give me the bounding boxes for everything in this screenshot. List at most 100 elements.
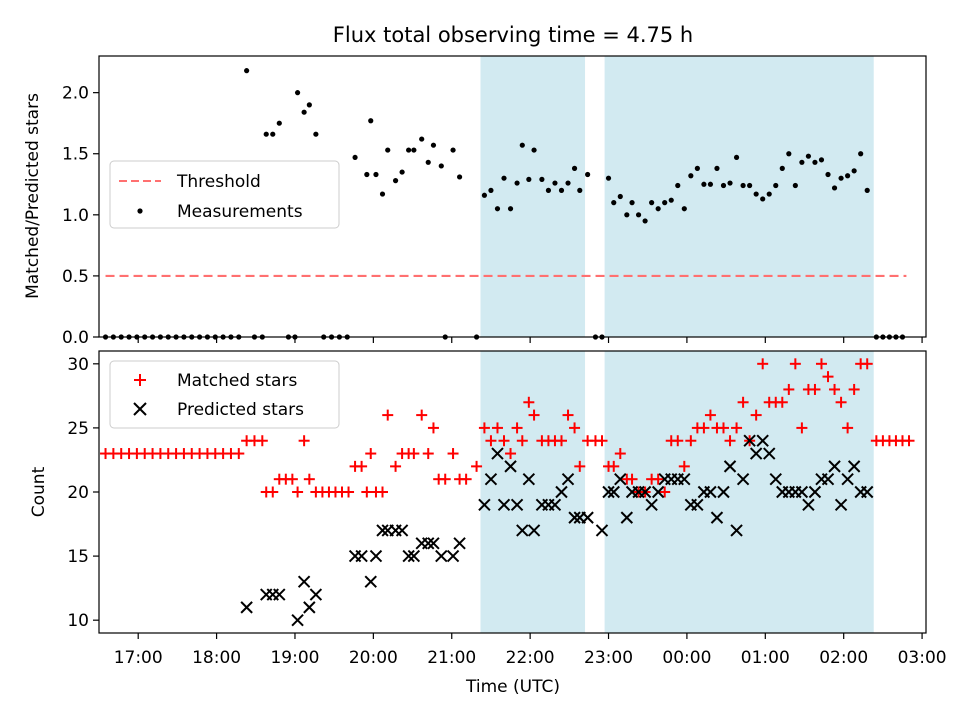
matched-star-point xyxy=(390,460,402,472)
measurement-point xyxy=(276,120,282,126)
predicted-star-point xyxy=(743,434,756,447)
matched-star-point xyxy=(737,396,749,408)
matched-star-point xyxy=(861,358,873,370)
measurement-point xyxy=(481,192,488,198)
predicted-star-point xyxy=(678,472,691,486)
predicted-star-point xyxy=(497,498,511,512)
measurement-point xyxy=(263,131,269,137)
measurement-point xyxy=(701,181,707,187)
count-legend-box xyxy=(109,360,340,429)
predicted-star-point xyxy=(303,601,316,614)
matched-star-point xyxy=(672,435,684,447)
predicted-star-point xyxy=(240,601,253,614)
measurement-point xyxy=(352,154,358,161)
predicted-star-point xyxy=(614,472,627,486)
measurement-point xyxy=(507,206,514,212)
measurement-point xyxy=(450,147,456,153)
measurement-point xyxy=(688,173,694,179)
observing-window-2 xyxy=(604,56,874,337)
matched-star-point xyxy=(267,486,279,498)
matched-star-point xyxy=(698,422,710,434)
measurement-point xyxy=(571,165,578,171)
y-tick-label: 0.0 xyxy=(62,328,89,348)
predicted-star-point xyxy=(355,549,368,563)
legend-matched-label: Matched stars xyxy=(177,371,297,391)
matched-star-point xyxy=(439,473,451,485)
measurement-point xyxy=(714,165,720,171)
measurement-point xyxy=(786,151,792,157)
measurement-point xyxy=(799,159,805,165)
predicted-star-point xyxy=(527,524,541,537)
measurement-point xyxy=(270,131,276,137)
predicted-star-point xyxy=(581,511,594,524)
measurement-point xyxy=(519,142,525,148)
measurement-point xyxy=(368,118,374,124)
measurement-point xyxy=(681,206,687,212)
measurement-point xyxy=(740,182,746,189)
measurement-point xyxy=(760,196,766,202)
x-tick-label: 03:00 xyxy=(898,648,947,668)
predicted-star-point xyxy=(607,485,620,499)
measurement-point xyxy=(364,171,370,178)
measurement-point xyxy=(655,206,661,212)
predicted-star-point xyxy=(427,537,440,550)
matched-star-point xyxy=(835,396,847,408)
legend-matched-swatch xyxy=(134,374,146,386)
measurement-point xyxy=(514,180,520,186)
predicted-star-point xyxy=(691,498,704,512)
count-legend: Matched stars Predicted stars xyxy=(109,360,340,429)
measurement-point xyxy=(624,212,630,218)
predicted-star-point xyxy=(828,460,841,473)
predicted-star-point xyxy=(395,524,409,537)
predicted-star-point xyxy=(717,485,730,499)
ratio-y-axis: 0.0 0.5 1.0 1.5 2.0 xyxy=(62,84,99,348)
matched-star-point xyxy=(422,448,434,460)
matched-star-point xyxy=(562,409,574,421)
matched-star-point xyxy=(783,383,795,395)
matched-star-point xyxy=(685,435,697,447)
matched-star-point xyxy=(460,473,472,485)
measurement-point xyxy=(501,175,507,181)
ratio-x-ticks xyxy=(137,337,923,343)
measurement-point xyxy=(379,191,386,197)
predicted-star-point xyxy=(273,588,286,601)
legend-predicted-label: Predicted stars xyxy=(177,400,304,420)
predicted-star-point xyxy=(638,485,652,499)
matched-star-point xyxy=(233,448,245,460)
predicted-star-point xyxy=(595,524,609,537)
measurement-point xyxy=(301,109,307,115)
measurement-point xyxy=(642,218,648,224)
predicted-star-point xyxy=(291,613,304,627)
measurement-point xyxy=(727,180,733,186)
measurement-point xyxy=(611,200,617,206)
legend-threshold-label: Threshold xyxy=(176,172,261,192)
y-tick-label: 20 xyxy=(67,483,89,503)
observing-window-1 xyxy=(480,56,586,337)
predicted-star-point xyxy=(710,511,724,524)
x-axis-label: Time (UTC) xyxy=(465,677,560,697)
matched-star-point xyxy=(822,371,834,383)
measurement-point xyxy=(851,168,857,174)
measurement-point xyxy=(845,173,851,179)
matched-star-point xyxy=(427,422,439,434)
predicted-star-point xyxy=(561,472,575,486)
matched-star-point xyxy=(750,409,762,421)
measurement-point xyxy=(773,182,779,189)
measurement-point xyxy=(720,182,727,189)
predicted-star-point xyxy=(763,447,776,460)
matched-star-point xyxy=(842,422,854,434)
matched-star-point xyxy=(292,486,304,498)
predicted-star-point xyxy=(723,460,737,473)
measurement-point xyxy=(675,182,681,189)
measurement-point xyxy=(766,191,772,197)
measurement-point xyxy=(733,154,740,161)
measurement-point xyxy=(294,90,301,96)
matched-star-point xyxy=(298,435,310,447)
measurement-point xyxy=(539,176,545,182)
legend-predicted-swatch xyxy=(133,402,147,416)
predicted-star-point xyxy=(704,485,717,499)
predicted-star-point xyxy=(402,549,415,563)
x-tick-label: 00:00 xyxy=(662,648,711,668)
measurement-point xyxy=(694,165,700,171)
predicted-star-point xyxy=(651,485,665,499)
